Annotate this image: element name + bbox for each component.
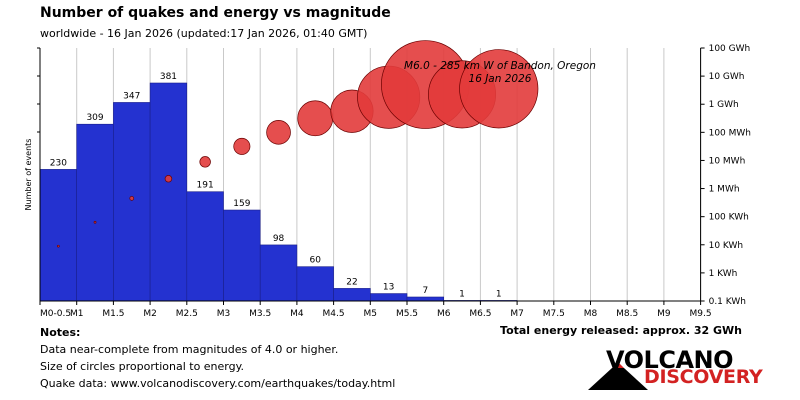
x-tick-label: M6.5 [469,309,491,319]
total-energy: Total energy released: approx. 32 GWh [500,324,742,337]
energy-circle [129,196,135,201]
energy-circle [459,49,539,129]
chart-subtitle: worldwide - 16 Jan 2026 (updated:17 Jan … [40,27,368,40]
x-tick-label: M7.5 [543,309,565,319]
energy-tick-label: 10 GWh [709,72,745,82]
volcanodiscovery-logo[interactable]: VOLCANO DISCOVERY [588,346,763,390]
x-tick-label: M2 [143,309,157,319]
x-tick-label: M0-0.5 [40,309,71,319]
bar-value-label: 159 [233,199,250,209]
energy-tick-label: 10 KWh [709,241,744,251]
energy-circle [297,100,334,137]
volcano-mountain-icon [588,362,648,390]
bar-value-label: 98 [273,234,285,244]
x-tick-label: M2.5 [176,309,198,319]
notes-heading: Notes: [40,326,81,339]
logo-text-discovery: DISCOVERY [644,366,763,388]
bar-value-label: 1 [496,289,502,299]
x-tick-label: M5.5 [396,309,418,319]
x-tick-label: M8 [584,309,598,319]
energy-tick-label: 100 MWh [709,128,751,138]
notes-line: Data near-complete from magnitudes of 4.… [40,343,339,356]
energy-circle [199,156,211,168]
histogram-bar [186,191,224,302]
bar-value-label: 309 [86,113,103,123]
histogram-bar [223,209,261,302]
bar-value-label: 191 [197,181,214,191]
x-tick-label: M1 [70,309,84,319]
chart-title: Number of quakes and energy vs magnitude [40,5,391,21]
energy-tick-label: 1 KWh [709,269,738,279]
x-tick-label: M4 [290,309,304,319]
notes: Notes: Data near-complete from magnitude… [40,324,395,392]
x-tick-label: M9.5 [690,309,712,319]
energy-tick-label: 1 MWh [709,185,740,195]
x-tick-label: M3.5 [249,309,271,319]
bar-value-label: 7 [422,286,428,296]
largest-quake-annotation: M6.0 - 285 km W of Bandon, Oregon 16 Jan … [404,60,596,85]
energy-circle [266,120,291,145]
histogram-bar [149,82,188,302]
bar-value-label: 347 [123,91,140,101]
energy-tick-label: 100 GWh [709,44,751,54]
x-tick-label: M9 [657,309,671,319]
energy-circle [56,244,60,248]
histogram-bar [333,288,371,302]
bar-value-label: 22 [346,277,357,287]
x-tick-label: M1.5 [102,309,124,319]
energy-tick-label: 1 GWh [709,100,739,110]
histogram-bar [76,123,114,302]
annotation-line: M6.0 - 285 km W of Bandon, Oregon [404,60,596,72]
energy-tick-label: 10 MWh [709,156,746,166]
histogram-bar [296,266,334,302]
energy-tick-label: 0.1 KWh [709,297,746,307]
x-tick-label: M5 [364,309,378,319]
x-tick-label: M4.5 [323,309,345,319]
histogram-bar [113,102,151,302]
energy-circle [164,175,173,183]
x-tick-label: M7 [510,309,524,319]
histogram-bar [369,293,408,302]
bar-value-label: 1 [459,289,465,299]
bar-value-label: 13 [383,283,394,293]
notes-line: Quake data: www.volcanodiscovery.com/ear… [40,377,396,390]
bar-value-label: 230 [50,158,67,168]
bar-value-label: 60 [310,256,322,266]
histogram-bar [259,244,298,302]
logo-text-volcano: VOLCANO [606,346,734,374]
energy-tick-label: 100 KWh [709,213,749,223]
x-tick-label: M8.5 [616,309,638,319]
histogram-bar [39,169,78,302]
energy-circle [93,220,97,224]
histogram-bar [406,296,445,302]
annotation-line: 16 Jan 2026 [469,73,532,85]
y-axis-label: Number of events [24,139,33,211]
energy-circle [233,137,251,155]
notes-line: Size of circles proportional to energy. [40,360,245,373]
x-tick-label: M6 [437,309,451,319]
bar-value-label: 381 [160,72,177,82]
x-tick-label: M3 [217,309,231,319]
